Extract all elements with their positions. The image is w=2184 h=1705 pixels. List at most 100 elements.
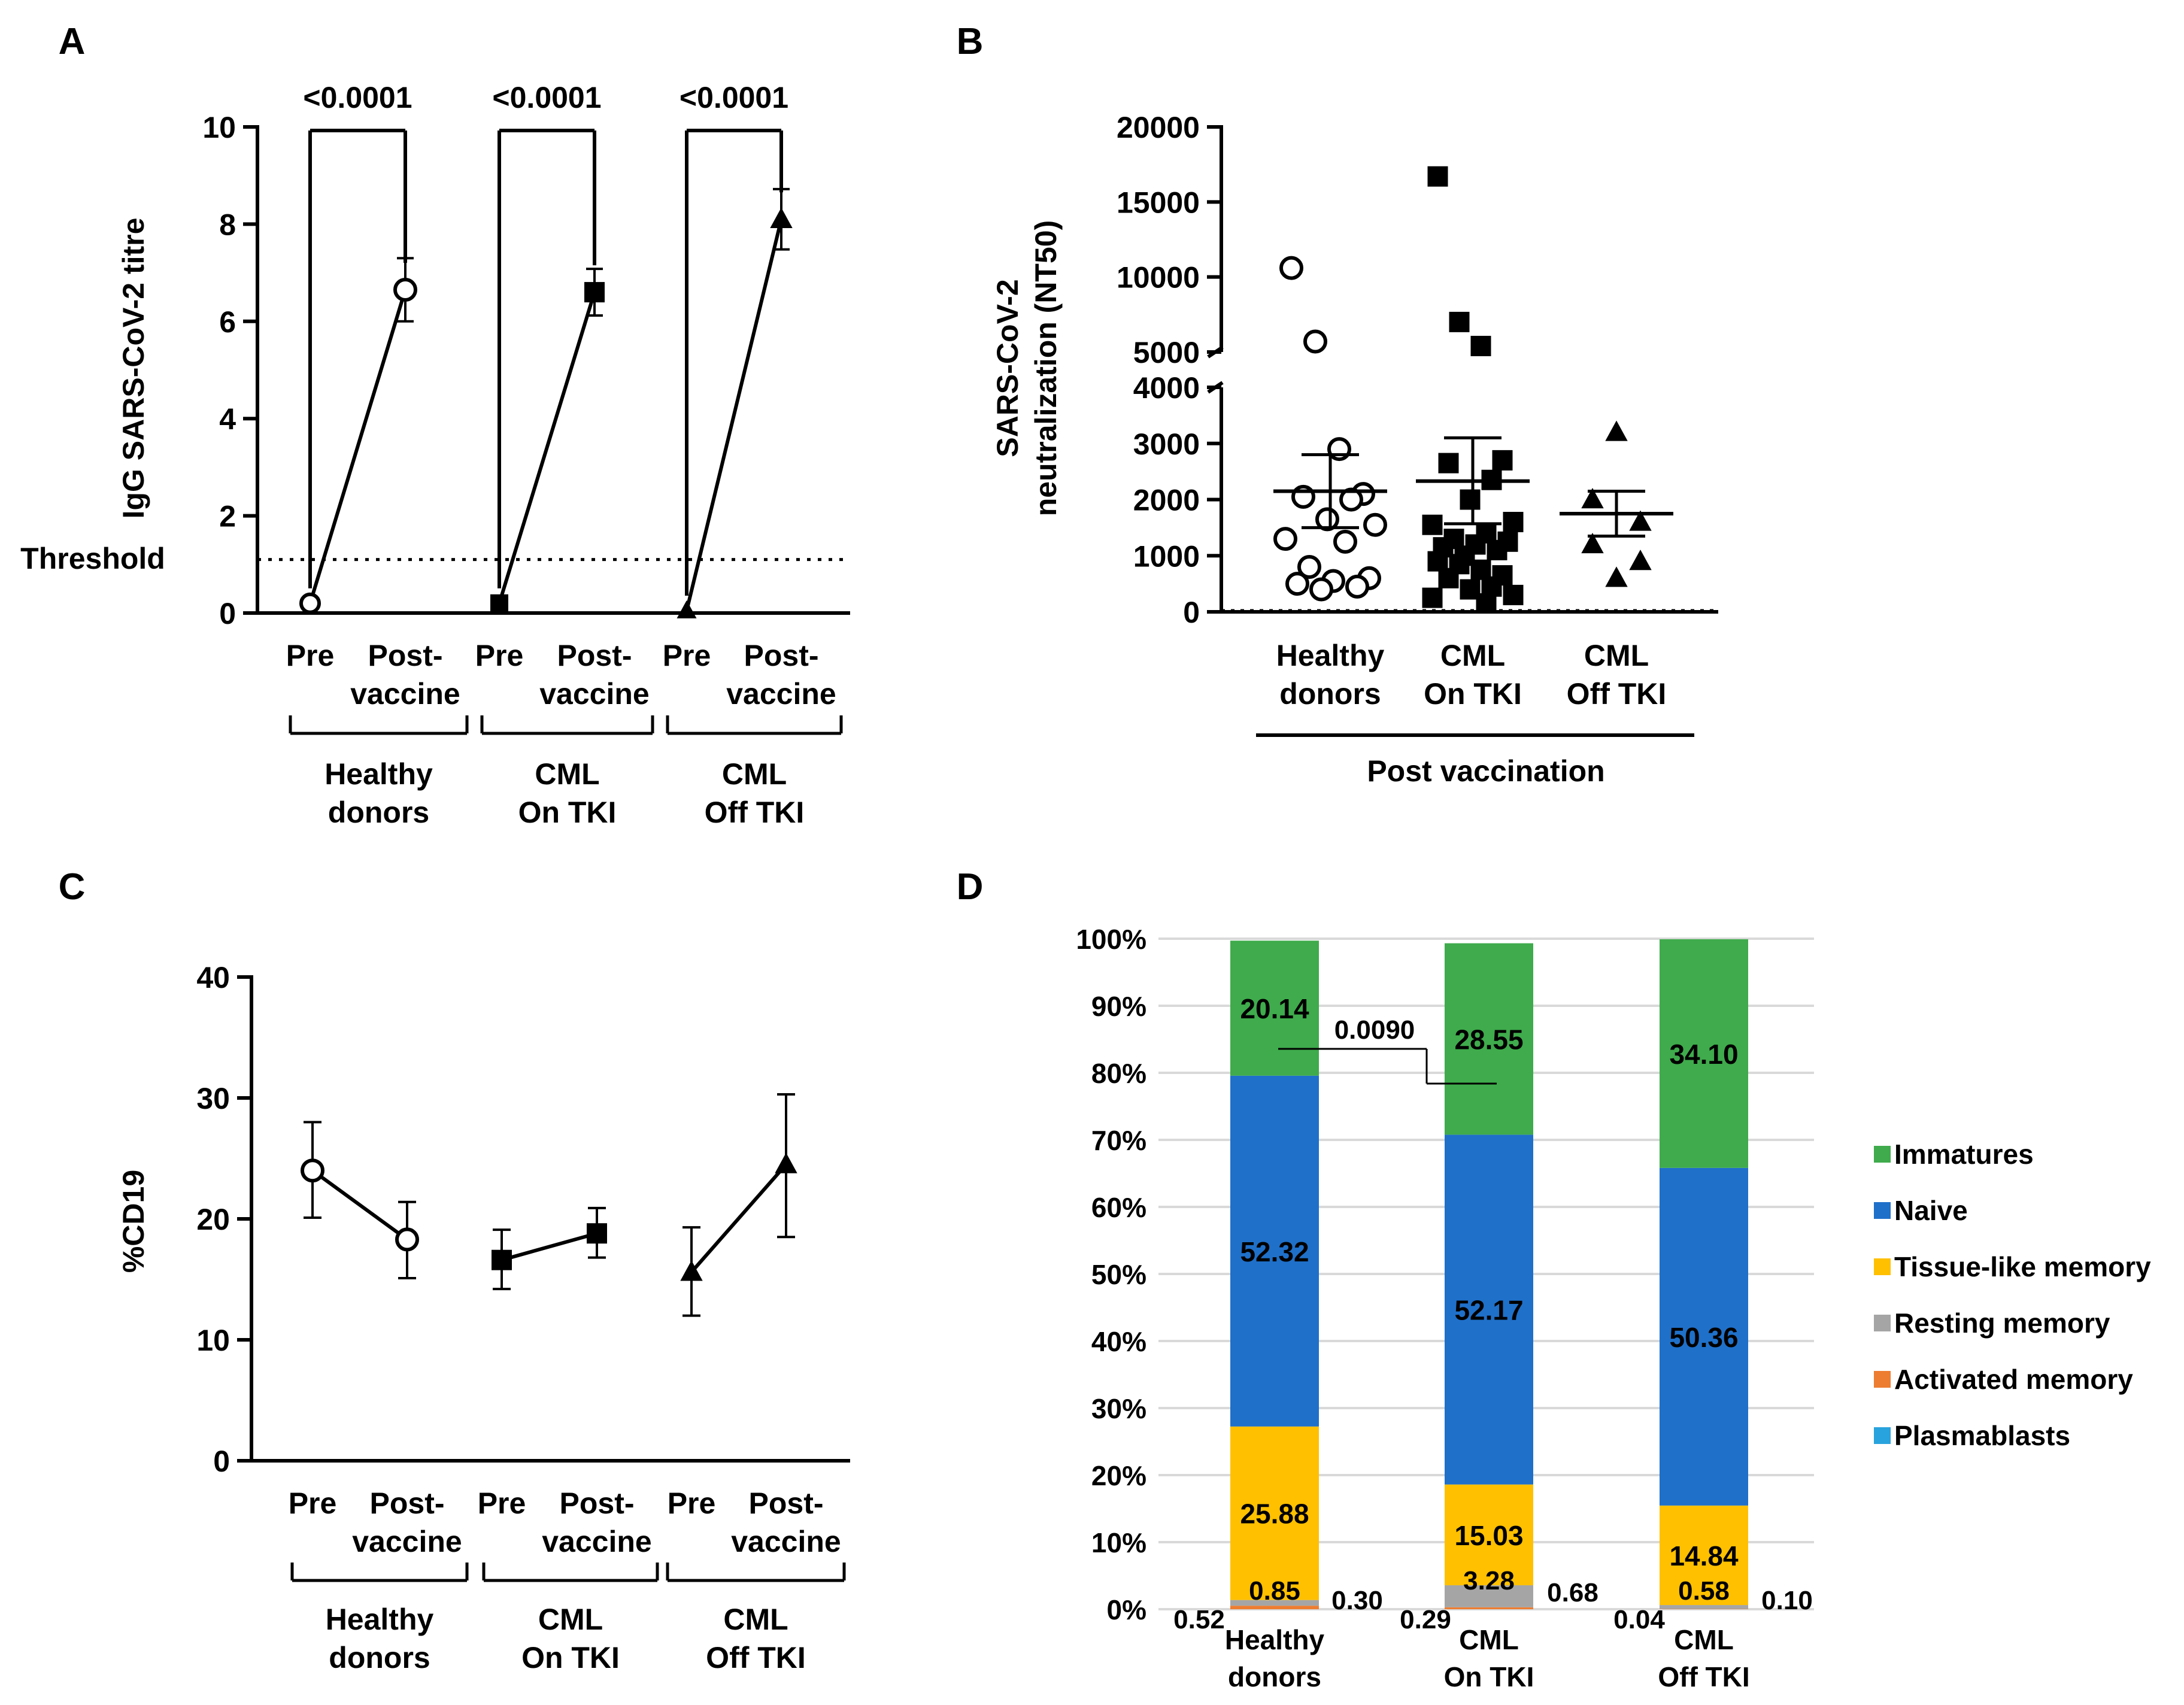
stacked-bar-segment: [1445, 1585, 1533, 1607]
stacked-bar-segment: [1230, 1075, 1319, 1427]
data-point: [1422, 514, 1443, 535]
y-tick-label: 2000: [1133, 484, 1200, 517]
panel-letter: D: [957, 866, 984, 908]
x-tick-label: Pre: [668, 1486, 716, 1520]
y-axis-label: IgG SARS-CoV-2 titre: [117, 218, 150, 519]
data-label: 3.28: [1463, 1566, 1515, 1595]
y-tick-label: 4000: [1133, 371, 1200, 405]
x-tick-label: Post-vaccine: [350, 639, 460, 711]
data-point: [1345, 574, 1369, 599]
data-point: [1438, 453, 1459, 474]
y-tick-label: 10000: [1117, 261, 1200, 295]
legend-swatch: [1874, 1315, 1891, 1331]
y-tick-label: 2: [219, 500, 236, 533]
data-label: 52.17: [1454, 1295, 1523, 1326]
y-tick-label: 0%: [1107, 1594, 1146, 1625]
legend-label: Plasmablasts: [1894, 1420, 2070, 1451]
data-point: [395, 1227, 419, 1252]
stacked-bar-segment: [1445, 1484, 1533, 1586]
y-tick-label: 100%: [1076, 924, 1146, 955]
group-label: CML Off TKI: [705, 757, 805, 829]
data-point: [1273, 527, 1297, 551]
data-point: [587, 1223, 607, 1244]
stacked-bar-segment: [1660, 1505, 1748, 1606]
data-point: [1581, 487, 1604, 509]
y-tick-label: 10: [202, 111, 236, 144]
y-tick-label: 15000: [1117, 186, 1200, 219]
data-label: 0.10: [1761, 1586, 1813, 1615]
data-point: [584, 282, 605, 303]
x-tick-label: Healthy donors: [1276, 639, 1385, 711]
x-tick-label: CML On TKI: [1424, 639, 1522, 711]
data-point: [1333, 529, 1357, 554]
y-tick-label: 3000: [1133, 427, 1200, 461]
data-label: 15.03: [1454, 1520, 1523, 1551]
y-tick-label: 8: [219, 208, 236, 241]
series-line: [690, 1163, 788, 1273]
x-axis-label: Post vaccination: [1367, 754, 1604, 788]
y-tick-label: 80%: [1091, 1058, 1146, 1089]
data-point: [1629, 510, 1652, 531]
group-label: CML On TKI: [521, 1603, 620, 1674]
data-point: [301, 1158, 324, 1183]
y-tick-label: 70%: [1091, 1125, 1146, 1156]
x-tick-label: Pre: [289, 1486, 337, 1520]
x-tick-label: Pre: [478, 1486, 526, 1520]
stacked-bar-segment: [1445, 943, 1533, 1135]
p-value: <0.0001: [492, 81, 601, 114]
data-point: [770, 207, 793, 228]
legend-swatch: [1874, 1146, 1891, 1163]
data-point: [1303, 329, 1327, 354]
data-point: [1581, 532, 1604, 554]
group-label: CML On TKI: [518, 757, 617, 829]
series-line: [685, 219, 783, 611]
group-label: Healthy donors: [324, 757, 433, 829]
stacked-bar-segment: [1445, 1607, 1533, 1609]
y-tick-label: 10: [196, 1324, 230, 1357]
data-point: [1327, 437, 1351, 462]
data-label: 20.14: [1240, 993, 1309, 1024]
series-line: [498, 292, 596, 604]
data-label: 0.52: [1173, 1605, 1225, 1634]
series-line: [311, 1169, 408, 1241]
data-label: 0.29: [1400, 1605, 1451, 1634]
x-tick-label: CML Off TKI: [1567, 639, 1667, 711]
stacked-bar-segment: [1230, 1426, 1319, 1600]
data-point: [775, 1152, 797, 1173]
stacked-bar-segment: [1660, 939, 1748, 1168]
x-tick-label: Post-vaccine: [726, 639, 836, 711]
data-label: 0.68: [1547, 1578, 1598, 1607]
data-label: 0.58: [1678, 1576, 1730, 1606]
p-value: <0.0001: [680, 81, 788, 114]
data-point: [1297, 555, 1321, 579]
y-tick-label: 0: [1183, 596, 1200, 629]
x-tick-label: Pre: [475, 639, 524, 672]
legend-swatch: [1874, 1202, 1891, 1219]
y-tick-label: 30%: [1091, 1393, 1146, 1424]
data-point: [1476, 593, 1497, 614]
data-point: [1422, 587, 1443, 608]
panel-letter: C: [59, 866, 86, 908]
y-tick-label: 60%: [1091, 1192, 1146, 1223]
data-point: [1285, 572, 1309, 596]
data-point: [492, 1249, 512, 1270]
data-point: [1605, 420, 1628, 441]
data-point: [1279, 256, 1303, 280]
y-tick-label: 50%: [1091, 1259, 1146, 1290]
panel-c: C 0 10 20 30 40 %CD19 Pre Post-vaccine Pre Post-va…: [59, 866, 850, 1674]
y-tick-label: 20000: [1117, 111, 1200, 144]
y-axis-label: %CD19: [117, 1170, 150, 1273]
y-tick-label: 5000: [1133, 336, 1200, 369]
x-tick-label: Healthy donors: [1225, 1624, 1325, 1692]
legend-label: Tissue-like memory: [1894, 1251, 2151, 1282]
x-tick-label: Pre: [286, 639, 335, 672]
stacked-bar-segment: [1230, 941, 1319, 1076]
group-label: Healthy donors: [326, 1603, 434, 1674]
legend-label: Naive: [1894, 1195, 1968, 1226]
stacked-bar-segment: [1445, 1134, 1533, 1485]
legend-swatch: [1874, 1258, 1891, 1275]
y-tick-label: 6: [219, 305, 236, 339]
significance-label: 0.0090: [1334, 1015, 1415, 1045]
